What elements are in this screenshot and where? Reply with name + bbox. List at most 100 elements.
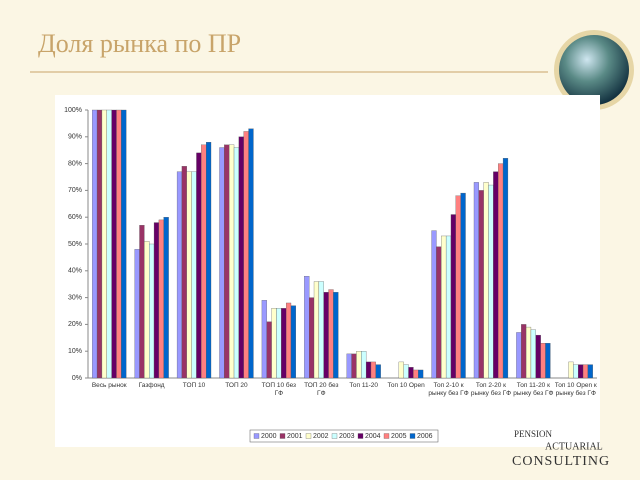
bar xyxy=(525,326,532,379)
logo-line: ACTUARIAL xyxy=(545,441,603,452)
y-tick-label: 0% xyxy=(72,375,82,382)
bar xyxy=(370,361,376,379)
legend-swatch xyxy=(253,433,260,439)
legend-label: 2003 xyxy=(339,433,355,440)
logo-line: CONSULTING xyxy=(512,454,610,469)
legend-label: 2004 xyxy=(365,433,381,440)
logo-line: PENSION xyxy=(514,429,553,439)
bar xyxy=(219,147,225,379)
bar xyxy=(186,171,192,379)
bar xyxy=(224,144,230,379)
bar xyxy=(408,367,414,379)
legend-label: 2002 xyxy=(313,433,329,440)
bar xyxy=(304,276,310,379)
bar xyxy=(323,292,329,379)
legend-swatch xyxy=(357,433,364,439)
x-tick-label-box: Топ 11-20 xyxy=(349,382,378,389)
bar xyxy=(582,364,589,379)
bar xyxy=(398,361,404,379)
bar xyxy=(176,171,183,379)
x-tick-label-box: Топ 10 Open xyxy=(387,382,425,389)
bar xyxy=(478,190,484,379)
bar xyxy=(96,109,103,379)
bar xyxy=(460,192,466,379)
bar xyxy=(290,305,296,379)
bar xyxy=(101,109,107,379)
bar xyxy=(441,235,447,379)
x-tick-label-box: Топ 11-20 к рынку без ГФ xyxy=(513,382,554,397)
plot: 0% 10% 20% 30% 40% 50% 60% 70% 80% 90% 100% Весь ры… xyxy=(64,107,597,443)
bar xyxy=(328,289,334,379)
bar xyxy=(111,109,117,379)
bar xyxy=(445,235,452,379)
y-tick-label: 20% xyxy=(68,321,82,328)
bar xyxy=(92,109,98,379)
bar xyxy=(488,184,494,379)
legend-label: 2001 xyxy=(287,433,303,440)
bar xyxy=(139,225,145,379)
x-tick-label: ТОП 10 xyxy=(182,382,206,389)
y-tick-label: 60% xyxy=(68,214,82,221)
bar xyxy=(116,109,122,379)
bar xyxy=(436,246,442,379)
bar xyxy=(276,308,282,379)
y-tick-label: 30% xyxy=(68,294,82,301)
x-tick-label: Топ 2-20 к рынку без ГФ xyxy=(470,382,512,397)
bar xyxy=(121,109,127,379)
legend-box xyxy=(249,429,439,443)
bar xyxy=(375,364,381,379)
x-tick-label: ТОП 10 без ГФ xyxy=(261,382,297,397)
bar xyxy=(144,241,150,379)
x-tick-label: Топ 10 Open xyxy=(387,382,425,389)
y-tick-label: 50% xyxy=(68,241,82,248)
x-tick-label-box: Топ 2-10 к рынку без ГФ xyxy=(428,382,469,397)
bar xyxy=(134,249,140,379)
bar xyxy=(361,351,367,379)
legend-label: 2000 xyxy=(261,433,277,440)
x-tick-label: Газфонд xyxy=(138,382,165,389)
x-tick-label-box: Топ 10 Open к рынку без ГФ xyxy=(555,382,597,397)
bar xyxy=(356,351,362,379)
bar xyxy=(535,334,541,379)
bar xyxy=(545,343,551,379)
y-tick-label: 90% xyxy=(68,134,82,141)
bar xyxy=(285,302,292,379)
bar xyxy=(106,109,112,379)
x-tick-label: Топ 11-20 к рынку без ГФ xyxy=(513,382,554,397)
bar xyxy=(351,353,357,379)
x-tick-label-box: ТОП 20 xyxy=(225,382,248,389)
bar xyxy=(413,369,419,379)
bar xyxy=(455,195,461,379)
globe xyxy=(559,35,629,105)
x-tick-label: Весь рынок xyxy=(91,382,127,389)
y-tick-label: 40% xyxy=(68,268,82,275)
bar xyxy=(206,142,212,379)
x-tick-label: Топ 2-10 к рынку без ГФ xyxy=(428,382,469,397)
bar xyxy=(163,217,169,379)
bar xyxy=(248,128,254,379)
bar xyxy=(196,152,202,379)
bar xyxy=(229,144,235,379)
bar xyxy=(365,361,372,379)
bar xyxy=(181,166,187,379)
bar xyxy=(403,364,409,379)
x-tick-label: ТОП 20 xyxy=(225,382,248,389)
bar xyxy=(346,353,352,379)
bar xyxy=(201,144,207,379)
bar xyxy=(266,321,272,379)
bar xyxy=(578,364,584,379)
bar xyxy=(309,297,315,379)
bar xyxy=(418,369,424,379)
x-tick-label-box: Топ 2-20 к рынку без ГФ xyxy=(470,382,512,397)
x-tick-label-box: Весь рынок xyxy=(91,382,127,389)
x-tick-label-box: Газфонд xyxy=(138,382,165,389)
bar xyxy=(233,147,240,379)
bar xyxy=(573,364,579,379)
bar xyxy=(281,308,287,379)
legend-swatch xyxy=(383,433,390,439)
y-tick-label: 100% xyxy=(64,107,82,114)
bar xyxy=(243,131,249,379)
y-tick-label: 10% xyxy=(68,348,82,355)
